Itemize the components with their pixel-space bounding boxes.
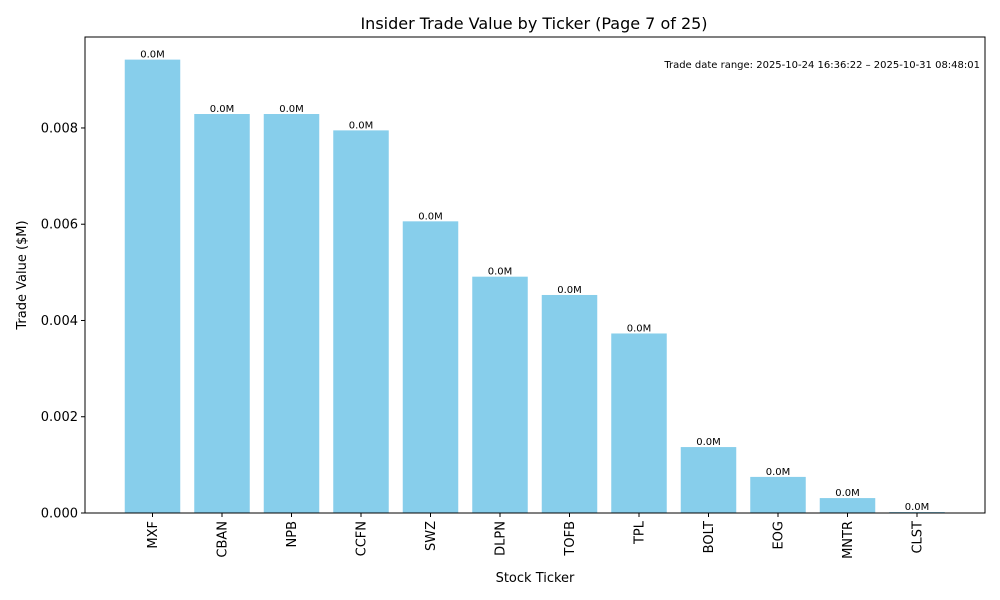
bars-group: 0.0M 0.0M 0.0M 0.0M 0.0M 0.0M 0.0M 0.0M 0.0M 0.0M…	[124, 50, 945, 514]
data-label-clst: 0.0M	[905, 502, 930, 513]
data-label-tofb: 0.0M	[557, 285, 582, 296]
bar-dlpn	[472, 276, 528, 513]
y-axis: 0.000 0.002 0.004 0.006 0.008	[41, 121, 85, 522]
bar-mntr	[819, 498, 876, 513]
y-tick-label: 0.000	[41, 507, 78, 522]
x-tick-label-dlpn: DLPN	[494, 521, 509, 556]
bar-npb	[263, 114, 320, 513]
data-label-cban: 0.0M	[210, 104, 235, 115]
y-tick-label: 0.004	[41, 314, 78, 329]
bar-swz	[402, 221, 459, 513]
x-tick-label-swz: SWZ	[424, 521, 439, 551]
bar-ccfn	[333, 130, 389, 513]
data-label-npb: 0.0M	[279, 104, 304, 115]
x-tick-label-ccfn: CCFN	[355, 521, 370, 556]
x-tick-label-tofb: TOFB	[563, 521, 578, 557]
x-tick-label-cban: CBAN	[216, 521, 231, 558]
bar-mxf	[124, 59, 181, 514]
bar-tofb	[541, 294, 598, 513]
x-tick-label-clst: CLST	[911, 521, 926, 554]
x-tick-label-mxf: MXF	[146, 521, 161, 549]
y-tick-label: 0.006	[41, 218, 78, 233]
data-label-dlpn: 0.0M	[488, 267, 513, 278]
data-label-swz: 0.0M	[418, 211, 443, 222]
x-tick-label-npb: NPB	[285, 521, 300, 547]
x-axis: MXF CBAN NPB CCFN SWZ DLPN TOFB TPL BOLT EOG MNTR C…	[146, 513, 926, 559]
trade-date-range-annotation: Trade date range: 2025-10-24 16:36:22 – …	[663, 60, 980, 71]
x-axis-title: Stock Ticker	[496, 571, 575, 586]
x-tick-label-bolt: BOLT	[702, 521, 717, 553]
y-tick-label: 0.002	[41, 410, 78, 425]
data-label-mntr: 0.0M	[835, 488, 860, 499]
x-tick-label-tpl: TPL	[633, 520, 648, 545]
bar-bolt	[680, 447, 737, 513]
y-axis-title: Trade Value ($M)	[15, 220, 30, 330]
x-tick-label-eog: EOG	[772, 521, 787, 550]
plot-frame	[84, 36, 986, 514]
data-label-mxf: 0.0M	[140, 50, 165, 61]
bar-eog	[750, 476, 806, 513]
data-label-tpl: 0.0M	[627, 323, 652, 334]
bar-tpl	[611, 333, 667, 513]
chart-title: Insider Trade Value by Ticker (Page 7 of…	[360, 14, 707, 33]
data-label-bolt: 0.0M	[696, 437, 721, 448]
x-tick-label-mntr: MNTR	[841, 521, 856, 559]
y-tick-label: 0.008	[41, 121, 78, 136]
data-label-ccfn: 0.0M	[349, 120, 374, 131]
data-label-eog: 0.0M	[766, 467, 791, 478]
bar-cban	[194, 114, 250, 513]
